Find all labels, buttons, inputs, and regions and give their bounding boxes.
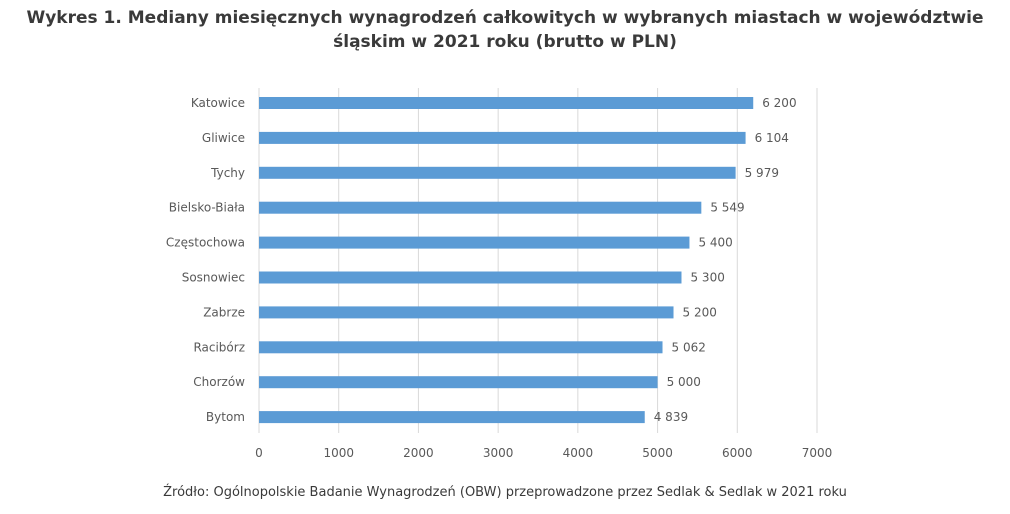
data-label: 4 839 — [654, 410, 688, 424]
data-label: 6 104 — [755, 131, 789, 145]
y-tick-label: Tychy — [210, 166, 245, 180]
source-note: Źródło: Ogólnopolskie Badanie Wynagrodze… — [163, 485, 847, 500]
y-tick-label: Bytom — [206, 410, 245, 424]
y-tick-label: Zabrze — [203, 305, 245, 319]
x-tick-label: 6000 — [722, 446, 753, 460]
data-label: 6 200 — [762, 96, 796, 110]
data-labels: 6 200 6 104 5 979 5 549 5 400 5 300 5 200 5 062… — [654, 96, 797, 424]
y-axis-labels: Katowice Gliwice Tychy Bielsko-Biała Częstoc… — [166, 96, 245, 424]
data-label: 5 400 — [698, 236, 732, 250]
x-tick-label: 7000 — [802, 446, 833, 460]
bar — [259, 271, 682, 284]
bar — [259, 97, 754, 109]
y-tick-label: Bielsko-Biała — [169, 201, 245, 215]
bar — [259, 306, 674, 319]
data-label: 5 200 — [683, 305, 717, 319]
bar — [259, 131, 746, 144]
y-tick-label: Katowice — [191, 96, 245, 110]
y-tick-label: Chorzów — [193, 375, 245, 389]
y-tick-label: Racibórz — [193, 340, 245, 354]
bars — [259, 97, 754, 424]
data-label: 5 979 — [745, 166, 779, 180]
x-tick-label: 0 — [255, 446, 263, 460]
bar — [259, 201, 702, 214]
bar — [259, 376, 658, 389]
bar — [259, 236, 690, 249]
bar — [259, 341, 663, 354]
x-tick-label: 5000 — [642, 446, 673, 460]
x-tick-label: 4000 — [563, 446, 594, 460]
y-tick-label: Gliwice — [202, 131, 245, 145]
x-axis-labels: 0 1000 2000 3000 4000 5000 6000 7000 — [255, 446, 832, 460]
y-tick-label: Sosnowiec — [182, 271, 245, 285]
bar — [259, 166, 736, 179]
data-label: 5 300 — [690, 271, 724, 285]
x-tick-label: 1000 — [323, 446, 354, 460]
data-label: 5 549 — [710, 201, 744, 215]
x-tick-label: 2000 — [403, 446, 434, 460]
bar — [259, 411, 645, 424]
x-tick-label: 3000 — [483, 446, 514, 460]
y-tick-label: Częstochowa — [166, 236, 245, 250]
data-label: 5 062 — [672, 340, 706, 354]
gridlines — [258, 88, 818, 433]
chart-title: Wykres 1. Mediany miesięcznych wynagrodz… — [26, 8, 984, 52]
data-label: 5 000 — [667, 375, 701, 389]
